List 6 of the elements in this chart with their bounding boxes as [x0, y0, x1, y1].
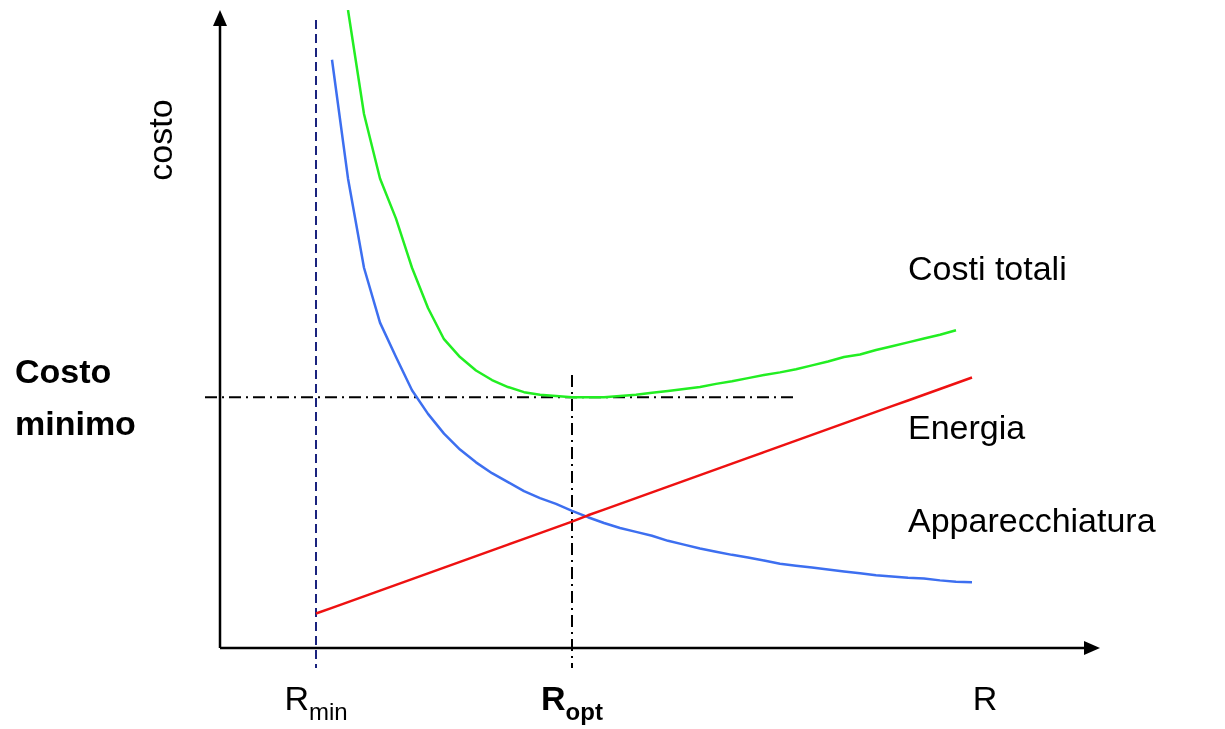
ref-line-label: Costo minimo	[15, 352, 136, 443]
series-label: Energia	[908, 408, 1026, 447]
series-label: Costi totali	[908, 249, 1067, 288]
x-axis-title: R	[972, 679, 998, 717]
series-label: Apparecchiatura	[908, 501, 1156, 540]
y-axis-title: costo	[141, 99, 179, 181]
